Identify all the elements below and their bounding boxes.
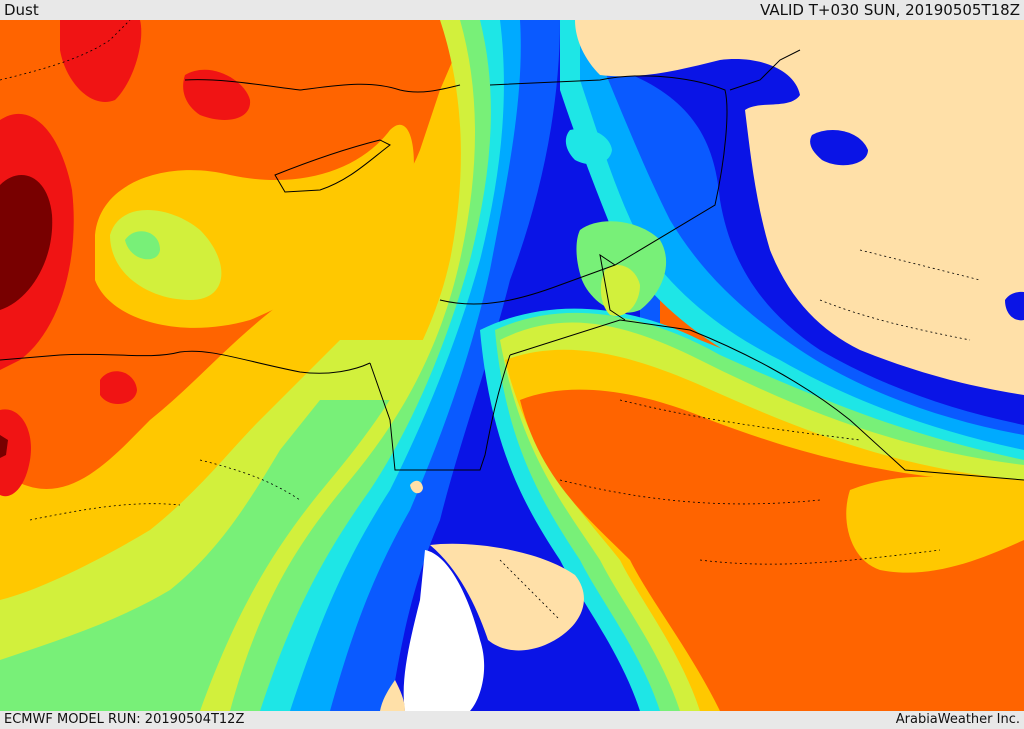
field-green-west [125, 231, 160, 260]
land-no-dust-south [380, 680, 405, 711]
field-red-delta [100, 371, 137, 405]
field-red-west-2 [0, 409, 31, 497]
field-cyan-jordan [565, 128, 612, 165]
field-yellow-east-2 [846, 476, 1024, 573]
header-bar [0, 0, 1024, 20]
footer-bar [0, 711, 1024, 729]
credit: ArabiaWeather Inc. [895, 712, 1020, 727]
sub-boundaries [0, 20, 981, 621]
valid-time: VALID T+030 SUN, 20190505T18Z [760, 1, 1020, 19]
land-no-dust-ne [575, 20, 1024, 395]
field-darkblue-patch [810, 130, 868, 166]
dust-map [0, 20, 1024, 711]
field-darkred-west-2 [0, 435, 8, 458]
field-red-north-1 [60, 20, 142, 102]
model-run: ECMWF MODEL RUN: 20190504T12Z [4, 712, 245, 727]
sea-no-dust [403, 550, 485, 711]
field-darkred-west [0, 175, 53, 310]
field-orange-east [520, 389, 1024, 711]
field-yellow-green-jordan [600, 265, 640, 316]
land-no-dust-sinai [430, 543, 584, 651]
land-no-dust-islet [410, 480, 423, 494]
map-title: Dust [4, 1, 39, 19]
field-red-north-2 [183, 69, 251, 120]
field-darkblue-patch-e [1005, 291, 1024, 321]
country-boundaries [0, 49, 1024, 481]
